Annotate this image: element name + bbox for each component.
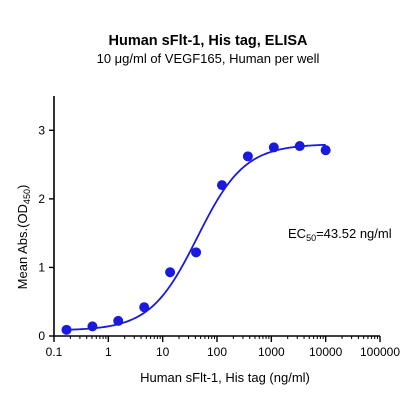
chart-subtitle: 10 μg/ml of VEGF165, Human per well — [96, 51, 320, 66]
fit-curve — [66, 143, 326, 331]
x-axis-label: Human sFlt-1, His tag (ng/ml) — [140, 370, 310, 385]
data-point — [294, 141, 305, 152]
data-point — [268, 142, 279, 153]
ec50-prefix: EC — [288, 226, 306, 241]
y-tick-label: 1 — [38, 260, 45, 274]
x-tick-label: 100 — [207, 345, 227, 359]
ec50-value: =43.52 ng/ml — [316, 226, 392, 241]
data-point — [216, 180, 227, 191]
data-point — [165, 267, 176, 278]
data-point — [61, 324, 72, 335]
data-point — [242, 151, 253, 162]
chart-title: Human sFlt-1, His tag, ELISA — [108, 33, 308, 49]
y-tick-label: 3 — [38, 123, 45, 137]
y-tick-label: 0 — [38, 329, 45, 343]
data-point — [320, 145, 331, 156]
data-points — [61, 141, 331, 335]
x-tick-label: 0.1 — [46, 345, 63, 359]
x-tick-label: 1 — [105, 345, 112, 359]
data-point — [87, 321, 98, 332]
y-axis-label-suffix: ) — [15, 185, 30, 189]
y-axis-label: Mean Abs.(OD450) — [15, 185, 32, 290]
y-axis-label-prefix: Mean Abs.(OD — [15, 204, 30, 289]
tick-labels: 0 1 2 3 0.1 1 10 100 1000 10000 100000 — [38, 123, 400, 359]
y-tick-label: 2 — [38, 192, 45, 206]
y-axis-label-sub: 450 — [22, 189, 32, 204]
data-point — [191, 247, 202, 258]
x-tick-label: 10000 — [309, 345, 343, 359]
x-tick-label: 10 — [156, 345, 170, 359]
data-point — [139, 302, 150, 313]
ec50-sub: 50 — [306, 233, 316, 243]
axes — [49, 96, 381, 342]
data-point — [113, 315, 124, 326]
ec50-annotation: EC50=43.52 ng/ml — [288, 226, 392, 243]
x-tick-label: 1000 — [258, 345, 285, 359]
x-tick-label: 100000 — [360, 345, 400, 359]
